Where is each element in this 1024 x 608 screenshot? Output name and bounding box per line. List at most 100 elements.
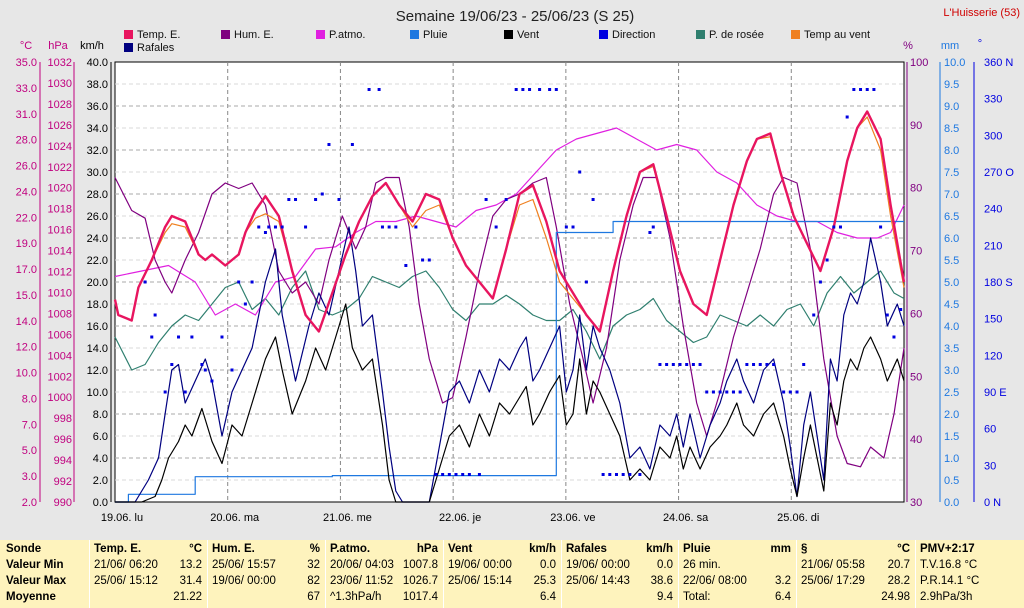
direction-point bbox=[387, 225, 391, 229]
direction-point bbox=[651, 225, 655, 229]
wind-tick-label: 18.0 bbox=[87, 299, 108, 311]
wind-tick-label: 24.0 bbox=[87, 233, 108, 245]
direction-point bbox=[685, 363, 689, 366]
direction-point bbox=[280, 225, 284, 229]
hum-tick-label: 50 bbox=[910, 371, 922, 383]
legend-label: Vent bbox=[517, 29, 539, 41]
direction-point bbox=[665, 363, 669, 366]
direction-point bbox=[263, 231, 267, 234]
stats-value: 0.0 bbox=[657, 559, 673, 571]
stats-row-label: 25/06/ 15:12 bbox=[94, 575, 158, 587]
rain-tick-label: 9.0 bbox=[944, 101, 959, 113]
direction-point bbox=[528, 88, 532, 91]
stats-header: Vent bbox=[448, 543, 473, 555]
dir-tick-label: 0 N bbox=[984, 497, 1001, 509]
legend-swatch bbox=[410, 30, 419, 39]
stats-column: Rafales km/h 19/06/ 00:00 0.0 25/06/ 14:43 38… bbox=[566, 540, 679, 608]
pressure-tick-label: 990 bbox=[54, 497, 72, 509]
pressure-tick-label: 1012 bbox=[48, 267, 72, 279]
wind-tick-label: 40.0 bbox=[87, 57, 108, 69]
pressure-tick-label: 992 bbox=[54, 476, 72, 488]
rain-tick-label: 3.5 bbox=[944, 343, 959, 355]
direction-point bbox=[812, 313, 816, 317]
stats-unit: mm bbox=[770, 543, 791, 555]
stats-row-label: 26 min. bbox=[683, 559, 721, 571]
series-line-p-atmo bbox=[114, 127, 905, 316]
temp-tick-label: 17.0 bbox=[16, 264, 37, 276]
rain-tick-label: 7.0 bbox=[944, 189, 959, 201]
direction-point bbox=[200, 363, 204, 366]
stats-panel: Sonde Valeur Min Valeur Max Moyenne Temp. E.… bbox=[0, 540, 1024, 608]
stats-column: Hum. E.% 25/06/ 15:57 32 19/06/ 00:00 82 67 bbox=[212, 540, 326, 608]
direction-point bbox=[287, 198, 291, 201]
stats-row-label: 21/06/ 05:58 bbox=[801, 559, 865, 571]
direction-point bbox=[795, 390, 799, 394]
pressure-tick-label: 998 bbox=[54, 413, 72, 425]
direction-point bbox=[601, 473, 605, 476]
temp-tick-label: 26.0 bbox=[16, 161, 37, 173]
direction-point bbox=[865, 88, 869, 91]
direction-point bbox=[852, 88, 856, 91]
direction-point bbox=[243, 302, 247, 306]
direction-point bbox=[314, 198, 318, 201]
pressure-tick-label: 1024 bbox=[48, 141, 72, 153]
dir-tick-label: 360 N bbox=[984, 57, 1013, 69]
stats-value: 1017.4 bbox=[402, 591, 438, 603]
rain-tick-label: 5.5 bbox=[944, 255, 959, 267]
direction-point bbox=[788, 390, 792, 394]
series-line-p-de-ros-e bbox=[114, 270, 905, 371]
series-group bbox=[113, 88, 906, 503]
wind-tick-label: 6.0 bbox=[93, 431, 108, 443]
wind-tick-label: 28.0 bbox=[87, 189, 108, 201]
legend-swatch bbox=[221, 30, 230, 39]
temp-unit: °C bbox=[20, 40, 32, 52]
direction-point bbox=[859, 88, 863, 91]
legend-swatch bbox=[791, 30, 800, 39]
dir-tick-label: 180 S bbox=[984, 277, 1013, 289]
stats-unit: km/h bbox=[646, 543, 673, 555]
legend-swatch bbox=[599, 30, 608, 39]
pressure-tick-label: 1014 bbox=[48, 246, 72, 258]
stats-column: Sonde Valeur Min Valeur Max Moyenne bbox=[6, 540, 90, 608]
hum-tick-label: 40 bbox=[910, 434, 922, 446]
x-tick-label: 21.06. me bbox=[323, 512, 372, 524]
stats-header: Rafales bbox=[566, 543, 607, 555]
rain-tick-label: 0.5 bbox=[944, 475, 959, 487]
temp-tick-label: 3.0 bbox=[22, 471, 37, 483]
temp-tick-label: 7.0 bbox=[22, 419, 37, 431]
stats-column: PMV+2:17 T.V.16.8 °C P.R.14.1 °C 2.9hPa/3h bbox=[920, 540, 1020, 608]
stats-column: Pluie mm 26 min. 22/06/ 08:00 3.2 Total: 6.4 bbox=[683, 540, 797, 608]
direction-point bbox=[658, 363, 662, 366]
stats-separator bbox=[325, 540, 326, 608]
temp-tick-label: 35.0 bbox=[16, 57, 37, 69]
direction-point bbox=[294, 198, 298, 201]
rain-tick-label: 10.0 bbox=[944, 57, 965, 69]
stats-separator bbox=[678, 540, 679, 608]
axes: 40.0 38.0 36.0 34.0 32.0 30.0 28.0 26.0 24.0 22.0… bbox=[16, 57, 1015, 524]
pressure-tick-label: 1006 bbox=[48, 329, 72, 341]
stats-row-label: 19/06/ 00:00 bbox=[448, 559, 512, 571]
legend-label: Hum. E. bbox=[234, 29, 274, 41]
stats-column: Vent km/h 19/06/ 00:00 0.0 25/06/ 15:14 25.3 6… bbox=[448, 540, 562, 608]
temp-tick-label: 33.0 bbox=[16, 83, 37, 95]
direction-point bbox=[467, 473, 471, 476]
stats-value: 13.2 bbox=[179, 559, 202, 571]
direction-point bbox=[494, 225, 498, 229]
direction-point bbox=[230, 368, 234, 372]
stats-row-label: 25/06/ 15:14 bbox=[448, 575, 512, 587]
direction-point bbox=[578, 170, 582, 174]
direction-point bbox=[504, 198, 508, 201]
direction-point bbox=[337, 198, 341, 201]
direction-point bbox=[394, 225, 398, 229]
station-name: L'Huisserie (53) bbox=[943, 7, 1020, 19]
direction-point bbox=[718, 390, 722, 394]
stats-value: 28.2 bbox=[887, 575, 910, 587]
direction-point bbox=[608, 473, 612, 476]
direction-point bbox=[554, 88, 558, 91]
wind-tick-label: 36.0 bbox=[87, 101, 108, 113]
temp-tick-label: 10.0 bbox=[16, 368, 37, 380]
stats-row-label: 25/06/ 14:43 bbox=[566, 575, 630, 587]
weather-chart: Semaine 19/06/23 - 25/06/23 (S 25) L'Hui… bbox=[15, 7, 1020, 524]
direction-point bbox=[257, 225, 261, 229]
direction-point bbox=[818, 280, 822, 284]
